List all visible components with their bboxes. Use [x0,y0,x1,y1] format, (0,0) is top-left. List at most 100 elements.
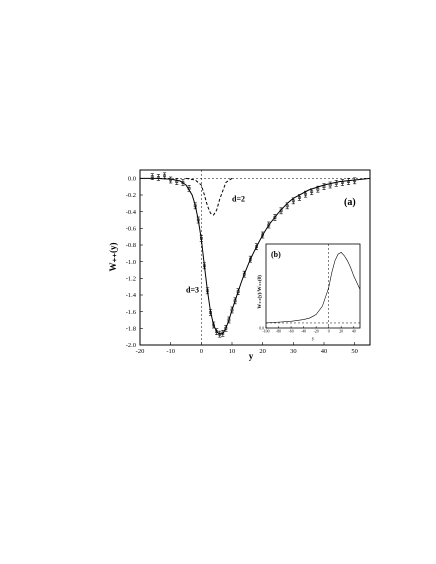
data-marker [175,180,179,184]
main-y-tick-label: -0.4 [126,209,137,216]
main-data-markers [150,172,357,338]
main-plot-frame [139,169,371,346]
data-marker [273,216,277,219]
data-marker [310,190,314,194]
data-marker [285,204,289,208]
main-x-tick-label: 20 [259,348,266,355]
curve-annotation: d=2 [232,195,245,204]
data-point [304,190,308,198]
data-point [202,262,206,270]
data-point [205,287,210,295]
inset-y-tick-label: 0.0 [259,326,264,330]
data-marker [230,308,234,312]
data-point [334,180,338,187]
data-marker [328,183,332,187]
data-point [340,179,344,186]
data-point [254,243,259,250]
main-x-tick-label: 40 [321,348,328,355]
data-point [230,306,234,314]
data-marker [218,332,222,336]
data-marker [203,264,206,268]
data-marker [316,187,320,191]
data-marker [341,181,344,184]
data-marker [199,236,203,240]
inset-x-ticks: -100 -80 -60 -40 -20 0 20 40 [263,326,356,334]
inset-x-tick-label: 20 [339,330,343,334]
main-y-tick-label: -1.8 [126,326,136,333]
main-y-tick-label: -1.0 [126,259,136,266]
data-marker [279,209,283,213]
data-point [199,235,203,242]
data-point [310,188,314,195]
main-y-tick-label: -1.4 [126,292,137,299]
data-marker [157,176,160,179]
data-marker [322,185,326,189]
data-point [175,178,179,185]
data-point [273,214,277,221]
panel-label-b: (b) [271,250,281,259]
main-y-tick-label: -0.2 [126,192,136,199]
data-point [150,173,154,180]
data-marker [255,245,258,249]
main-x-tick-label: -20 [136,348,145,355]
data-marker [206,289,209,293]
inset-x-tick-label: -100 [263,330,270,334]
data-marker [261,233,265,237]
main-y-tick-label: -2.0 [126,342,136,349]
data-marker [242,272,246,276]
data-point [261,231,265,239]
panel-label-a: (a) [344,197,356,208]
inset-x-tick-label: -60 [289,330,294,334]
data-marker [150,175,154,179]
data-marker [169,178,173,182]
data-marker [233,299,237,303]
inset-y-ticks: 0.0 [259,326,268,330]
main-x-axis-label: y [249,351,254,361]
data-marker [209,311,212,314]
inset-plot-frame [265,243,361,329]
data-marker [193,204,197,208]
data-marker [181,181,185,184]
main-y-axis-label: W₊₊(y) [108,243,118,272]
data-point [279,207,283,215]
data-point [346,178,351,185]
main-y-tick-label: -0.6 [126,226,137,233]
main-x-ticks: -20 -10 0 10 20 30 40 50 [136,342,358,355]
data-point [212,321,216,329]
inset-x-tick-label: -20 [314,330,319,334]
main-x-tick-label: 50 [351,348,358,355]
data-point [267,221,271,229]
data-point [162,172,167,180]
main-x-tick-label: 30 [290,348,297,355]
data-point [297,194,302,201]
inset-series [265,252,361,324]
data-marker [334,181,338,185]
data-point [248,255,252,263]
data-point [193,202,197,210]
inset-x-axis-label: y [312,337,315,342]
main-x-tick-label: 10 [229,348,236,355]
main-x-tick-label: -10 [166,348,175,355]
data-point [196,216,200,224]
data-point [221,330,225,337]
data-point [291,197,295,205]
main-y-tick-label: 0.0 [128,176,136,183]
data-marker [163,174,166,178]
data-marker [347,180,350,184]
data-point [233,297,237,305]
data-marker [236,290,240,294]
data-point [353,177,357,185]
data-point [224,325,228,332]
data-point [285,202,289,210]
data-point [187,185,191,192]
main-dashed-series-line [185,177,233,216]
main-reference-lines [140,170,370,345]
main-y-ticks: 0.0 -0.2 -0.4 -0.6 -0.8 -1.0 -1.2 -1.4 -1.6 -1.8 -… [126,176,143,349]
inset-reference-lines [266,244,360,328]
inset-x-tick-label: 0 [328,330,330,334]
data-point [242,270,246,278]
data-point [328,181,332,189]
data-point [181,179,185,186]
data-point [169,176,173,184]
